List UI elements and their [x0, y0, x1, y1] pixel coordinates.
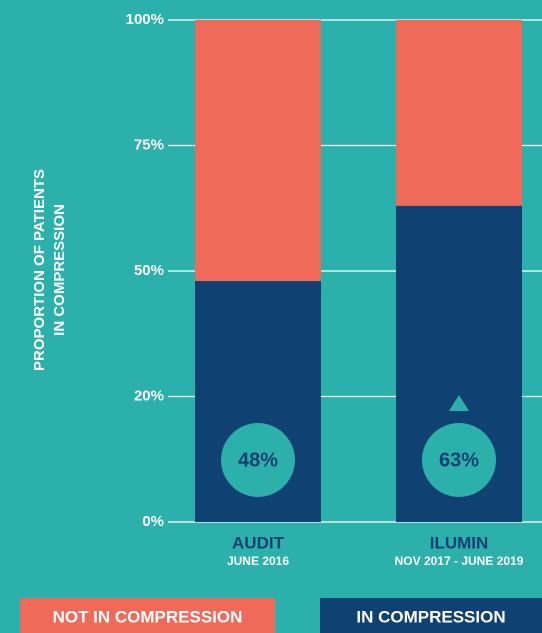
- bar-segment: [396, 20, 522, 206]
- value-label-badge: [221, 423, 295, 497]
- x-tick-sublabel: NOV 2017 - JUNE 2019: [395, 554, 524, 568]
- increase-icon: [449, 395, 469, 411]
- legend-swatch: [320, 598, 542, 633]
- x-tick-label: AUDIT: [232, 533, 285, 552]
- y-tick-label: 0%: [142, 513, 164, 530]
- y-tick-label: 100%: [126, 11, 164, 28]
- legend-label: NOT IN COMPRESSION: [53, 607, 243, 626]
- value-label: 48%: [238, 449, 278, 471]
- y-tick-label: 50%: [134, 262, 164, 279]
- y-axis-label: PROPORTION OF PATIENTS: [31, 169, 48, 371]
- y-axis-label: IN COMPRESSION: [51, 204, 68, 336]
- x-tick-sublabel: JUNE 2016: [227, 554, 289, 568]
- legend-label: IN COMPRESSION: [356, 607, 505, 626]
- legend-swatch: [20, 598, 275, 633]
- y-tick-label: 20%: [134, 387, 164, 404]
- value-label: 63%: [439, 449, 479, 471]
- bar-segment: [195, 20, 321, 282]
- y-tick-label: 75%: [134, 136, 164, 153]
- x-tick-label: ILUMIN: [430, 533, 489, 552]
- value-label-badge: [422, 423, 496, 497]
